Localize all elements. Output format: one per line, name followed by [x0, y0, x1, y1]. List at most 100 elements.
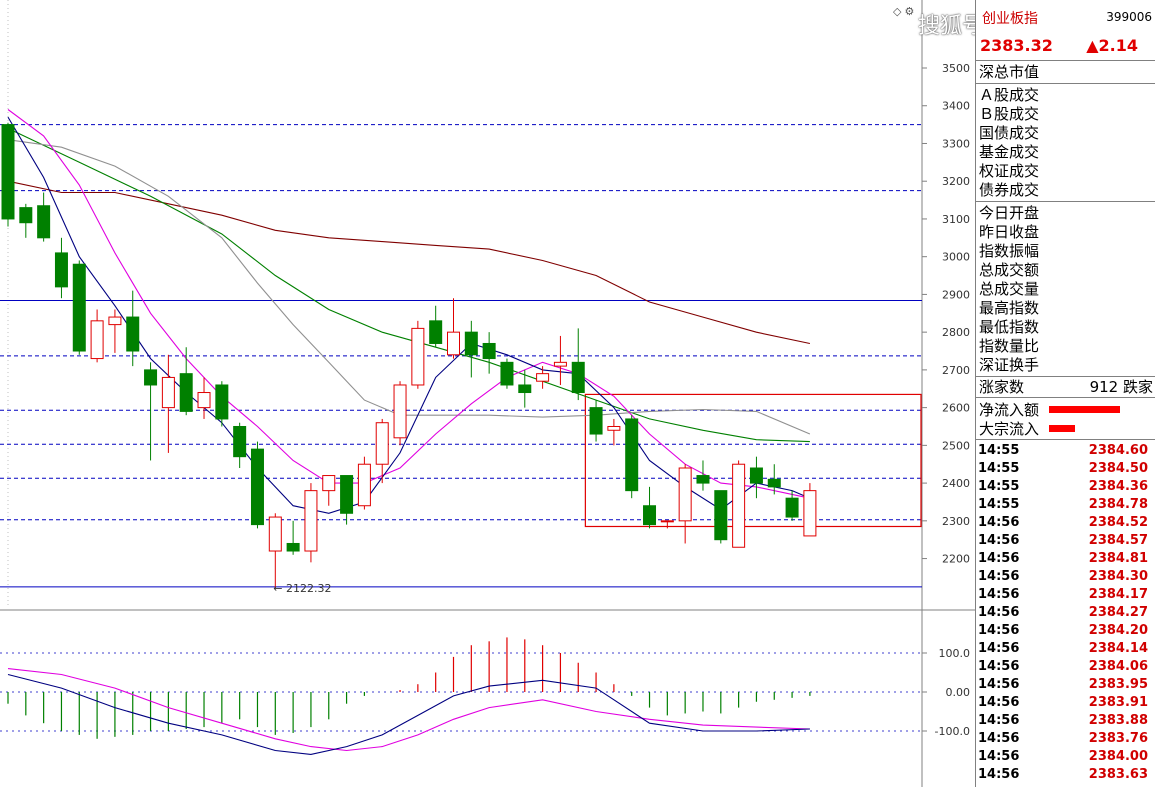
macd-axis-label: -100.0: [935, 725, 970, 738]
y-axis-label: 2300: [942, 515, 970, 528]
candle-down: [37, 205, 51, 239]
tick-price: 2384.36: [1088, 479, 1148, 494]
quote-header: 创业板指 399006 2383.32 ▲2.14: [976, 0, 1155, 61]
y-axis-label: 3400: [942, 100, 970, 113]
tick-time: 14:56: [978, 767, 1020, 782]
candle-up: [375, 422, 389, 465]
candle-down: [589, 407, 603, 435]
macd-axis-label: 0.00: [946, 686, 971, 699]
kline-chart[interactable]: 2200 2300 2400 2500 2600 2700 2800 2900 3000 3100…: [0, 0, 975, 787]
candle-down: [714, 490, 728, 541]
turnover-label: 权证成交: [979, 162, 1040, 180]
candle-down: [518, 384, 532, 394]
tick-row: 14:56 2384.30: [976, 568, 1155, 586]
chart-canvas[interactable]: 2200 2300 2400 2500 2600 2700 2800 2900 3000 3100…: [0, 0, 975, 787]
ma5-line: [7, 116, 811, 514]
tick-price: 2384.30: [1088, 569, 1148, 584]
tick-time: 14:56: [978, 587, 1020, 602]
tick-list[interactable]: 14:55 2384.60 14:55 2384.50 14:55 2384.36 14:5…: [976, 440, 1155, 784]
up-count-label: 涨家数: [979, 378, 1025, 396]
candle-up: [90, 320, 104, 360]
tick-row: 14:55 2384.50: [976, 460, 1155, 478]
tick-row: 14:56 2384.20: [976, 622, 1155, 640]
index-stat-label: 最低指数: [979, 318, 1040, 336]
candle-down: [749, 467, 763, 484]
candle-down: [250, 448, 264, 526]
tick-price: 2384.50: [1088, 461, 1148, 476]
candle-down: [54, 252, 68, 288]
tick-time: 14:56: [978, 731, 1020, 746]
tick-row: 14:56 2384.06: [976, 658, 1155, 676]
turnover-label: 基金成交: [979, 143, 1040, 161]
candle-up: [553, 361, 567, 367]
index-stat-label: 总成交量: [979, 280, 1040, 298]
candle-down: [1, 124, 15, 220]
candle-up: [678, 467, 692, 522]
market-cap-section: 深总市值: [976, 61, 1155, 84]
tick-time: 14:55: [978, 497, 1020, 512]
flow-label: 净流入额: [979, 401, 1040, 419]
candle-down: [643, 505, 657, 526]
tick-row: 14:56 2383.91: [976, 694, 1155, 712]
index-code: 399006: [1106, 10, 1152, 24]
quote-panel: 创业板指 399006 2383.32 ▲2.14 深总市值 Ａ股成交 Ｂ股成交国…: [975, 0, 1155, 787]
tick-time: 14:56: [978, 533, 1020, 548]
candle-down: [785, 497, 799, 518]
candle-down: [464, 331, 478, 356]
ma60-line: [7, 180, 811, 345]
candle-down: [696, 475, 710, 484]
tick-row: 14:56 2383.95: [976, 676, 1155, 694]
tick-price: 2383.63: [1088, 767, 1148, 782]
index-stat-label: 今日开盘: [979, 204, 1040, 222]
candle-up: [607, 425, 621, 431]
macd-dea-line: [7, 668, 810, 752]
index-stat-label: 最高指数: [979, 299, 1040, 317]
candle-up: [732, 463, 746, 548]
tick-row: 14:56 2384.57: [976, 532, 1155, 550]
tick-row: 14:55 2384.60: [976, 442, 1155, 460]
flow-bar: [1049, 406, 1121, 413]
candle-up: [161, 376, 175, 409]
chart-options-icon[interactable]: ◇ ⚙: [893, 6, 915, 18]
candle-up: [197, 392, 211, 409]
ma10-line: [7, 109, 811, 499]
tick-row: 14:56 2384.52: [976, 514, 1155, 532]
advance-decline-row: 涨家数 912 跌家: [976, 377, 1155, 398]
index-stat-label: 指数振幅: [979, 242, 1040, 260]
y-axis-label: 2400: [942, 477, 970, 490]
turnover-label: 债券成交: [979, 181, 1040, 199]
tick-price: 2384.81: [1088, 551, 1148, 566]
down-count-label: 跌家: [1122, 378, 1153, 396]
tick-row: 14:56 2383.63: [976, 766, 1155, 784]
tick-row: 14:56 2384.17: [976, 586, 1155, 604]
tick-row: 14:56 2383.88: [976, 712, 1155, 730]
tick-price: 2384.52: [1088, 515, 1148, 530]
tick-time: 14:56: [978, 623, 1020, 638]
candle-down: [500, 361, 514, 386]
tick-time: 14:55: [978, 479, 1020, 494]
tick-row: 14:55 2384.78: [976, 496, 1155, 514]
y-axis-label: 2200: [942, 553, 970, 566]
flow-row: 净流入额: [976, 400, 1155, 419]
index-stat-label: 指数量比: [979, 337, 1040, 355]
candle-down: [340, 475, 354, 514]
candle-down: [233, 425, 247, 458]
ma20-line: [7, 139, 811, 435]
tick-price: 2384.06: [1088, 659, 1148, 674]
tick-row: 14:56 2384.14: [976, 640, 1155, 658]
tick-price: 2383.88: [1088, 713, 1148, 728]
candle-up: [108, 316, 122, 326]
tick-time: 14:56: [978, 713, 1020, 728]
y-axis-label: 2900: [942, 288, 970, 301]
y-axis-label: 2500: [942, 439, 970, 452]
tick-price: 2384.20: [1088, 623, 1148, 638]
tick-price: 2384.78: [1088, 497, 1148, 512]
y-axis-label: 2600: [942, 402, 970, 415]
tick-row: 14:56 2384.81: [976, 550, 1155, 568]
y-axis-label: 3000: [942, 251, 970, 264]
tick-time: 14:56: [978, 515, 1020, 530]
market-cap-label: 深总市值: [979, 63, 1040, 81]
candle-down: [571, 361, 585, 394]
highlight-box: [584, 393, 922, 528]
tick-price: 2383.95: [1088, 677, 1148, 692]
